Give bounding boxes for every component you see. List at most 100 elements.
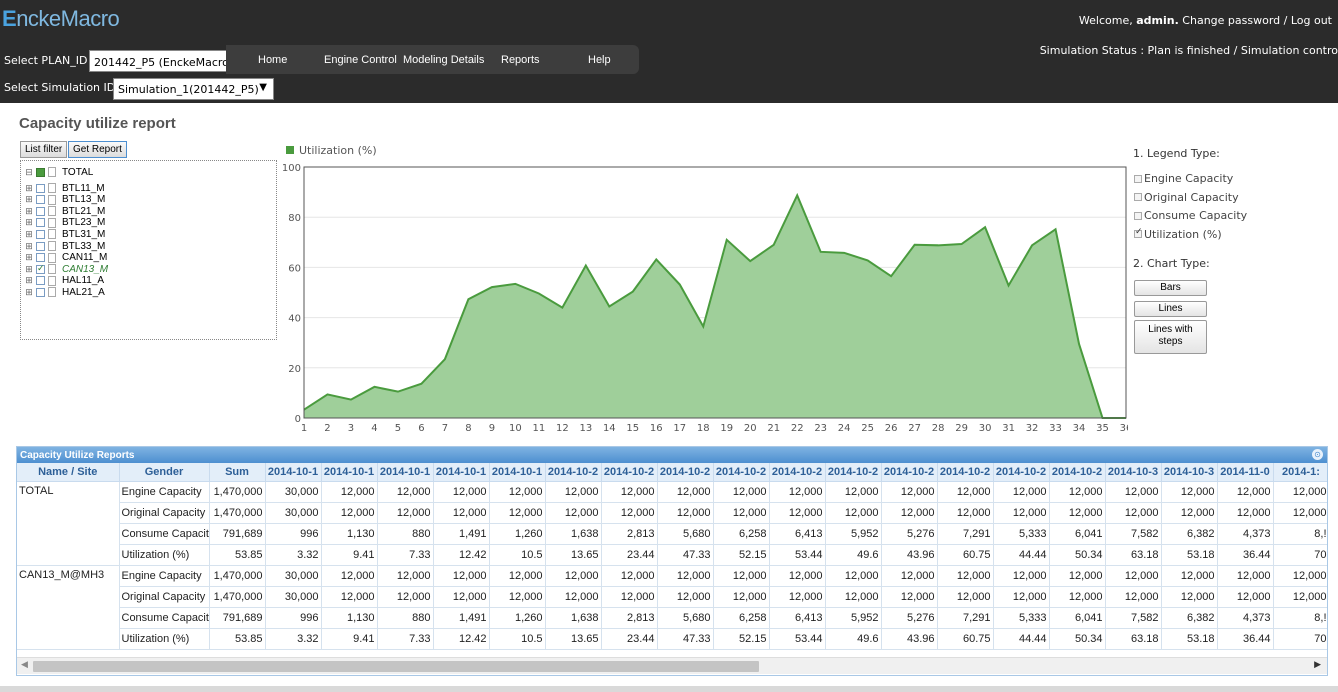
tree-item-btl11_m[interactable]: ⊞ BTL11_M bbox=[25, 182, 104, 194]
tree-checkbox[interactable] bbox=[36, 241, 45, 251]
chart-type-lines-button[interactable]: Lines bbox=[1134, 301, 1207, 317]
simulation-id-select[interactable]: Simulation_1(201442_P5) ▼ bbox=[113, 78, 274, 100]
legend-label[interactable]: Utilization (%) bbox=[299, 144, 377, 157]
value-cell: 12,000 bbox=[657, 586, 714, 608]
value-cell: 50.34 bbox=[1049, 628, 1106, 650]
col-header-date[interactable]: 2014-10-2 bbox=[545, 463, 602, 482]
expand-icon[interactable]: ⊞ bbox=[25, 205, 33, 216]
value-cell: 3.32 bbox=[265, 628, 322, 650]
value-cell: 70 bbox=[1273, 628, 1327, 650]
tree-checkbox[interactable] bbox=[36, 183, 45, 193]
expand-icon[interactable]: ⊞ bbox=[25, 217, 33, 228]
tree-checkbox[interactable] bbox=[36, 253, 45, 263]
col-header-name[interactable]: Name / Site bbox=[17, 463, 120, 482]
tree-checkbox[interactable] bbox=[36, 218, 45, 228]
tree-item-hal21_a[interactable]: ⊞ HAL21_A bbox=[25, 286, 105, 298]
expand-icon[interactable]: ⊞ bbox=[25, 228, 33, 239]
tree-checkbox[interactable] bbox=[36, 206, 45, 216]
col-header-date[interactable]: 2014-10-2 bbox=[1049, 463, 1106, 482]
value-cell: 12,000 bbox=[993, 565, 1050, 587]
tree-checkbox[interactable] bbox=[36, 195, 45, 205]
legend-option-3[interactable]: Utilization (%) bbox=[1134, 227, 1222, 241]
list-filter-button[interactable]: List filter bbox=[20, 141, 68, 158]
tree-item-can11_m[interactable]: ⊞ CAN11_M bbox=[25, 252, 107, 264]
nav-home[interactable]: Home bbox=[258, 54, 288, 66]
tree-item-btl13_m[interactable]: ⊞ BTL13_M bbox=[25, 194, 105, 206]
scroll-right-icon[interactable]: ▶ bbox=[1314, 660, 1321, 670]
get-report-button[interactable]: Get Report bbox=[68, 141, 127, 158]
col-header-gender[interactable]: Gender bbox=[119, 463, 210, 482]
value-cell: 12,000 bbox=[657, 565, 714, 587]
collapse-icon[interactable]: ⊟ bbox=[25, 166, 33, 177]
expand-icon[interactable]: ⊞ bbox=[25, 252, 33, 263]
col-header-date[interactable]: 2014-10-2 bbox=[601, 463, 658, 482]
expand-icon[interactable]: ⊞ bbox=[25, 263, 33, 274]
nav-help[interactable]: Help bbox=[588, 54, 611, 66]
tree-item-btl31_m[interactable]: ⊞ BTL31_M bbox=[25, 228, 105, 240]
col-header-sum[interactable]: Sum bbox=[209, 463, 266, 482]
expand-icon[interactable]: ⊞ bbox=[25, 240, 33, 251]
tree-checkbox[interactable] bbox=[36, 276, 45, 286]
tree-checkbox[interactable] bbox=[36, 287, 45, 297]
col-header-date[interactable]: 2014-10-1 bbox=[489, 463, 546, 482]
col-header-date[interactable]: 2014-11-0 bbox=[1217, 463, 1274, 482]
tree-item-btl23_m[interactable]: ⊞ BTL23_M bbox=[25, 217, 105, 229]
document-icon bbox=[48, 252, 56, 263]
expand-icon[interactable]: ⊞ bbox=[25, 182, 33, 193]
nav-modeling-details[interactable]: Modeling Details bbox=[403, 54, 485, 66]
expand-icon[interactable]: ⊞ bbox=[25, 286, 33, 297]
collapse-panel-icon[interactable]: ⊙ bbox=[1312, 449, 1323, 460]
x-tick-label: 10 bbox=[509, 423, 522, 434]
col-header-date[interactable]: 2014-10-2 bbox=[825, 463, 882, 482]
chart-type-bars-button[interactable]: Bars bbox=[1134, 280, 1207, 296]
table-row: Original Capacity 1,470,000 30,000 12,000 12… bbox=[17, 586, 1327, 608]
legend-option-2[interactable]: Consume Capacity bbox=[1134, 209, 1247, 222]
report-title: Capacity Utilize Reports bbox=[20, 450, 135, 461]
col-header-date[interactable]: 2014-10-1 bbox=[377, 463, 434, 482]
horizontal-scrollbar[interactable]: ◀ ▶ bbox=[17, 657, 1327, 674]
tree-checkbox[interactable] bbox=[36, 229, 45, 239]
legend-checkbox[interactable] bbox=[1134, 227, 1143, 238]
col-header-date[interactable]: 2014-10-1 bbox=[433, 463, 490, 482]
col-header-date[interactable]: 2014-1: bbox=[1273, 463, 1327, 482]
measure-cell: Engine Capacity bbox=[119, 481, 210, 503]
value-cell: 7.33 bbox=[377, 544, 434, 566]
col-header-date[interactable]: 2014-10-1 bbox=[265, 463, 322, 482]
tree-item-can13_m[interactable]: ⊞ CAN13_M bbox=[25, 263, 108, 275]
measure-cell: Engine Capacity bbox=[119, 565, 210, 587]
x-tick-label: 18 bbox=[697, 423, 710, 434]
tree-root[interactable]: ⊟ TOTAL bbox=[25, 166, 93, 178]
nav-reports[interactable]: Reports bbox=[501, 54, 540, 66]
tree-checkbox[interactable] bbox=[36, 167, 45, 177]
col-header-date[interactable]: 2014-10-3 bbox=[1161, 463, 1218, 482]
col-header-date[interactable]: 2014-10-2 bbox=[881, 463, 938, 482]
col-header-date[interactable]: 2014-10-1 bbox=[321, 463, 378, 482]
col-header-date[interactable]: 2014-10-2 bbox=[937, 463, 994, 482]
plan-id-select[interactable]: 201442_P5 (EnckeMacro De bbox=[89, 50, 231, 72]
expand-icon[interactable]: ⊞ bbox=[25, 194, 33, 205]
col-header-date[interactable]: 2014-10-2 bbox=[713, 463, 770, 482]
value-cell: 12,000 bbox=[713, 502, 770, 524]
nav-engine-control[interactable]: Engine Control bbox=[324, 54, 397, 66]
expand-icon[interactable]: ⊞ bbox=[25, 275, 33, 286]
col-header-date[interactable]: 2014-10-2 bbox=[769, 463, 826, 482]
chart-type-steps-button[interactable]: Lines with steps bbox=[1134, 320, 1207, 354]
col-header-date[interactable]: 2014-10-2 bbox=[993, 463, 1050, 482]
x-tick-label: 19 bbox=[720, 423, 733, 434]
legend-checkbox[interactable] bbox=[1134, 174, 1142, 183]
legend-checkbox[interactable] bbox=[1134, 211, 1142, 220]
col-header-date[interactable]: 2014-10-2 bbox=[657, 463, 714, 482]
tree-item-btl33_m[interactable]: ⊞ BTL33_M bbox=[25, 240, 105, 252]
account-links[interactable]: Change password / Log out bbox=[1182, 14, 1332, 27]
legend-option-0[interactable]: Engine Capacity bbox=[1134, 172, 1233, 185]
tree-checkbox[interactable] bbox=[36, 263, 45, 274]
legend-checkbox[interactable] bbox=[1134, 193, 1142, 201]
legend-option-1[interactable]: Original Capacity bbox=[1134, 191, 1239, 204]
tree-item-btl21_m[interactable]: ⊞ BTL21_M bbox=[25, 205, 105, 217]
value-cell: 12,000 bbox=[769, 502, 826, 524]
scroll-left-icon[interactable]: ◀ bbox=[21, 660, 28, 670]
value-cell: 12,000 bbox=[545, 481, 602, 503]
tree-item-hal11_a[interactable]: ⊞ HAL11_A bbox=[25, 275, 104, 287]
scrollbar-thumb[interactable] bbox=[33, 661, 759, 672]
col-header-date[interactable]: 2014-10-3 bbox=[1105, 463, 1162, 482]
